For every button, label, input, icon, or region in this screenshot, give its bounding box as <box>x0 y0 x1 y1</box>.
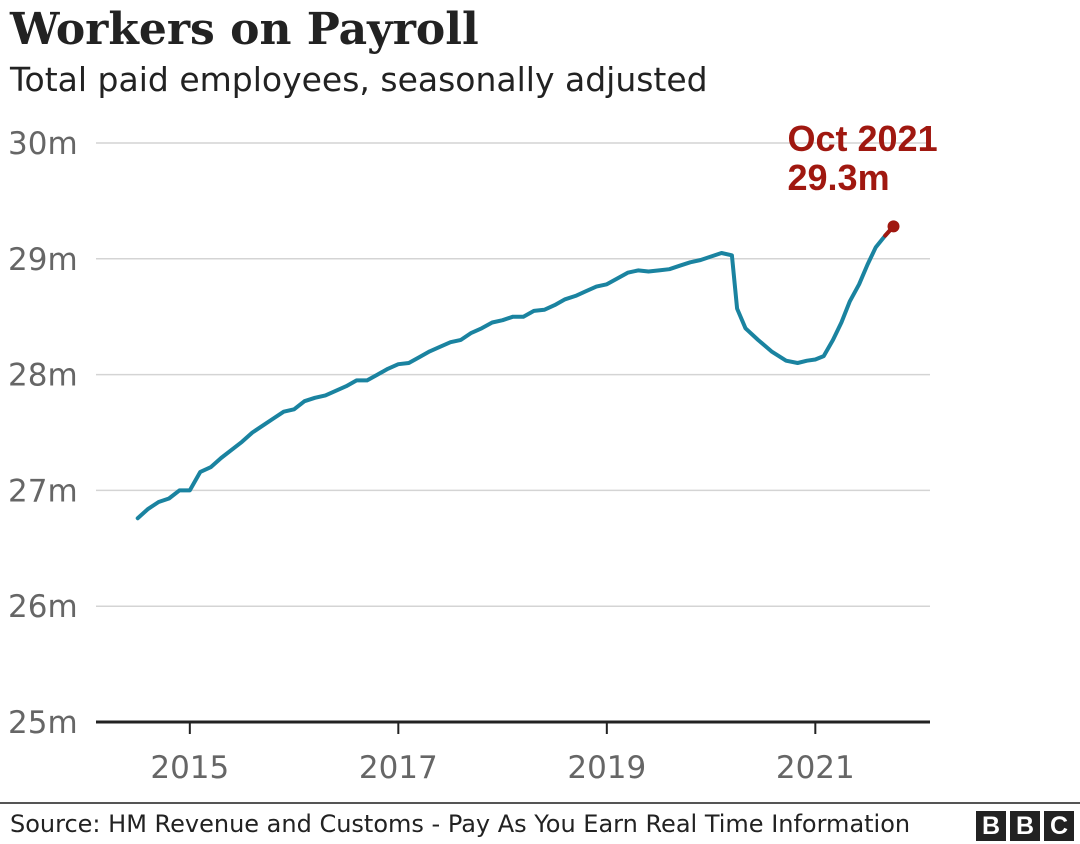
annotation-value: 29.3m <box>788 157 890 198</box>
chart-subtitle: Total paid employees, seasonally adjuste… <box>10 60 708 99</box>
footer-divider <box>0 802 1080 804</box>
payroll-line-chart: 25m 26m 27m 28m 29m 30m 2015 2017 2019 2021 Oct … <box>8 118 938 786</box>
series-layer <box>135 224 896 521</box>
y-tick-label: 27m <box>8 473 78 509</box>
x-tick-label: 2015 <box>150 750 229 786</box>
y-axis-ticks: 25m 26m 27m 28m 29m 30m <box>8 126 78 741</box>
y-tick-label: 30m <box>8 126 78 162</box>
x-axis-ticks: 2015 2017 2019 2021 <box>150 722 855 786</box>
bbc-logo: B B C <box>976 811 1074 841</box>
y-tick-label: 25m <box>8 705 78 741</box>
series-line <box>135 224 896 521</box>
bbc-logo-letter: B <box>1010 811 1040 841</box>
y-tick-label: 28m <box>8 358 78 394</box>
latest-point-marker <box>887 220 900 233</box>
bbc-logo-letter: B <box>976 811 1006 841</box>
annotation-layer: Oct 2021 29.3m <box>788 118 938 233</box>
source-note: Source: HM Revenue and Customs - Pay As … <box>10 810 911 838</box>
x-tick-label: 2017 <box>359 750 438 786</box>
y-tick-label: 26m <box>8 589 78 625</box>
x-tick-label: 2019 <box>567 750 646 786</box>
chart-title: Workers on Payroll <box>10 4 479 55</box>
annotation-date: Oct 2021 <box>788 118 938 159</box>
y-tick-label: 29m <box>8 242 78 278</box>
bbc-logo-letter: C <box>1044 811 1074 841</box>
x-tick-label: 2021 <box>776 750 855 786</box>
grid-layer <box>96 142 930 724</box>
